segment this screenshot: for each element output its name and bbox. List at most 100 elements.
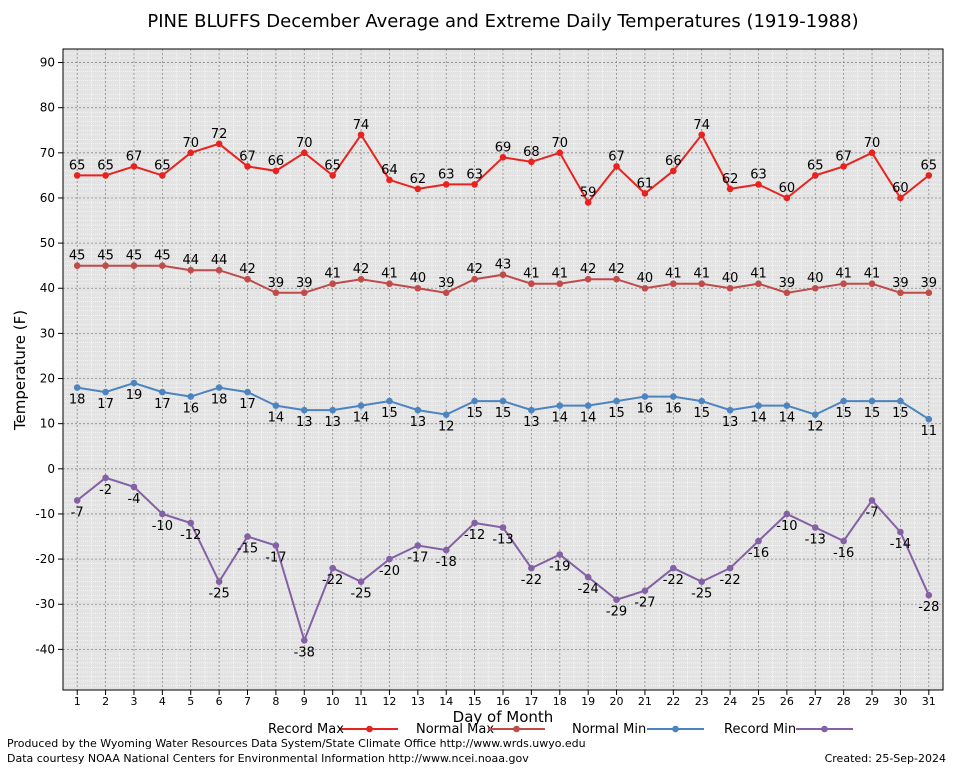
data-label: -27 xyxy=(634,596,655,611)
data-point xyxy=(755,402,762,409)
data-point xyxy=(641,284,649,292)
data-label: 14 xyxy=(552,411,569,426)
data-point xyxy=(726,284,734,292)
data-label: 15 xyxy=(892,406,909,421)
data-label: 66 xyxy=(665,154,682,169)
data-label: 39 xyxy=(921,276,938,291)
data-label: 65 xyxy=(807,158,824,173)
data-label: 18 xyxy=(69,393,86,408)
x-tick-label: 18 xyxy=(553,695,567,708)
data-label: 42 xyxy=(608,262,625,277)
data-point xyxy=(187,149,195,157)
data-label: 39 xyxy=(438,276,455,291)
legend-label: Normal Min xyxy=(572,722,646,737)
data-point xyxy=(329,172,336,179)
data-label: 41 xyxy=(864,267,881,282)
data-point xyxy=(556,402,564,409)
data-point xyxy=(300,637,308,644)
data-point xyxy=(925,415,933,423)
data-label: 70 xyxy=(864,136,881,151)
data-point xyxy=(925,289,933,297)
data-point xyxy=(670,393,677,400)
y-tick-label: -20 xyxy=(35,552,55,566)
data-label: 13 xyxy=(410,415,427,430)
data-label: 18 xyxy=(211,393,228,408)
data-point xyxy=(244,163,251,170)
data-label: 67 xyxy=(835,149,852,164)
data-label: -22 xyxy=(719,573,740,588)
x-tick-label: 5 xyxy=(187,695,194,708)
data-label: 40 xyxy=(722,271,739,286)
x-tick-label: 16 xyxy=(496,695,510,708)
data-point xyxy=(244,533,251,540)
data-label: 11 xyxy=(921,424,938,439)
data-label: 69 xyxy=(495,140,512,155)
data-label: 14 xyxy=(353,411,370,426)
data-label: 39 xyxy=(296,276,313,291)
data-point xyxy=(726,406,734,414)
data-point xyxy=(556,280,564,288)
legend-label: Record Min xyxy=(724,722,796,737)
data-point xyxy=(783,194,791,202)
x-tick-label: 30 xyxy=(893,695,907,708)
data-point xyxy=(783,510,791,518)
data-label: -10 xyxy=(152,519,173,534)
x-tick-label: 6 xyxy=(216,695,223,708)
x-tick-label: 21 xyxy=(638,695,652,708)
data-point xyxy=(159,388,166,396)
data-label: 70 xyxy=(182,136,199,151)
data-label: -25 xyxy=(350,587,371,602)
data-label: 44 xyxy=(182,253,199,268)
data-point xyxy=(811,411,819,418)
footer-produced: Produced by the Wyoming Water Resources … xyxy=(7,737,586,750)
data-point xyxy=(840,397,847,405)
y-tick-label: 80 xyxy=(40,101,55,115)
data-label: -4 xyxy=(127,492,140,507)
data-label: 14 xyxy=(779,411,796,426)
legend-label: Record Max xyxy=(268,722,344,737)
data-label: -12 xyxy=(180,528,201,543)
data-label: 15 xyxy=(835,406,852,421)
data-label: -25 xyxy=(209,587,230,602)
y-tick-label: 60 xyxy=(40,191,55,205)
x-tick-label: 1 xyxy=(74,695,81,708)
data-point xyxy=(414,406,422,414)
data-point xyxy=(130,163,138,170)
x-tick-label: 28 xyxy=(837,695,851,708)
data-point xyxy=(840,163,847,170)
data-label: -16 xyxy=(748,546,769,561)
data-point xyxy=(272,402,280,409)
data-label: -7 xyxy=(866,505,879,520)
data-label: 68 xyxy=(523,145,540,160)
data-label: 60 xyxy=(779,181,796,196)
data-point xyxy=(102,474,109,482)
data-point xyxy=(897,289,904,297)
data-point xyxy=(357,578,365,585)
data-label: 41 xyxy=(835,267,852,282)
data-point xyxy=(471,181,478,188)
data-point xyxy=(641,587,649,594)
data-label: -22 xyxy=(322,573,343,588)
y-axis-label: Temperature (F) xyxy=(11,310,29,431)
data-point xyxy=(755,280,762,288)
data-label: 67 xyxy=(239,149,256,164)
data-point xyxy=(613,163,620,170)
data-label: 61 xyxy=(637,176,654,191)
y-tick-label: 90 xyxy=(40,56,55,70)
data-label: -16 xyxy=(833,546,854,561)
data-point xyxy=(726,564,734,572)
data-label: 62 xyxy=(722,172,739,187)
data-point xyxy=(73,172,81,179)
data-point xyxy=(329,406,336,414)
data-point xyxy=(300,289,308,297)
data-point xyxy=(868,397,876,405)
x-tick-label: 25 xyxy=(751,695,765,708)
data-label: 63 xyxy=(750,167,767,182)
data-point xyxy=(215,140,223,148)
data-point xyxy=(840,537,847,545)
data-label: 15 xyxy=(466,406,483,421)
data-point xyxy=(73,497,81,504)
data-label: -20 xyxy=(379,564,400,579)
data-label: 65 xyxy=(921,158,938,173)
